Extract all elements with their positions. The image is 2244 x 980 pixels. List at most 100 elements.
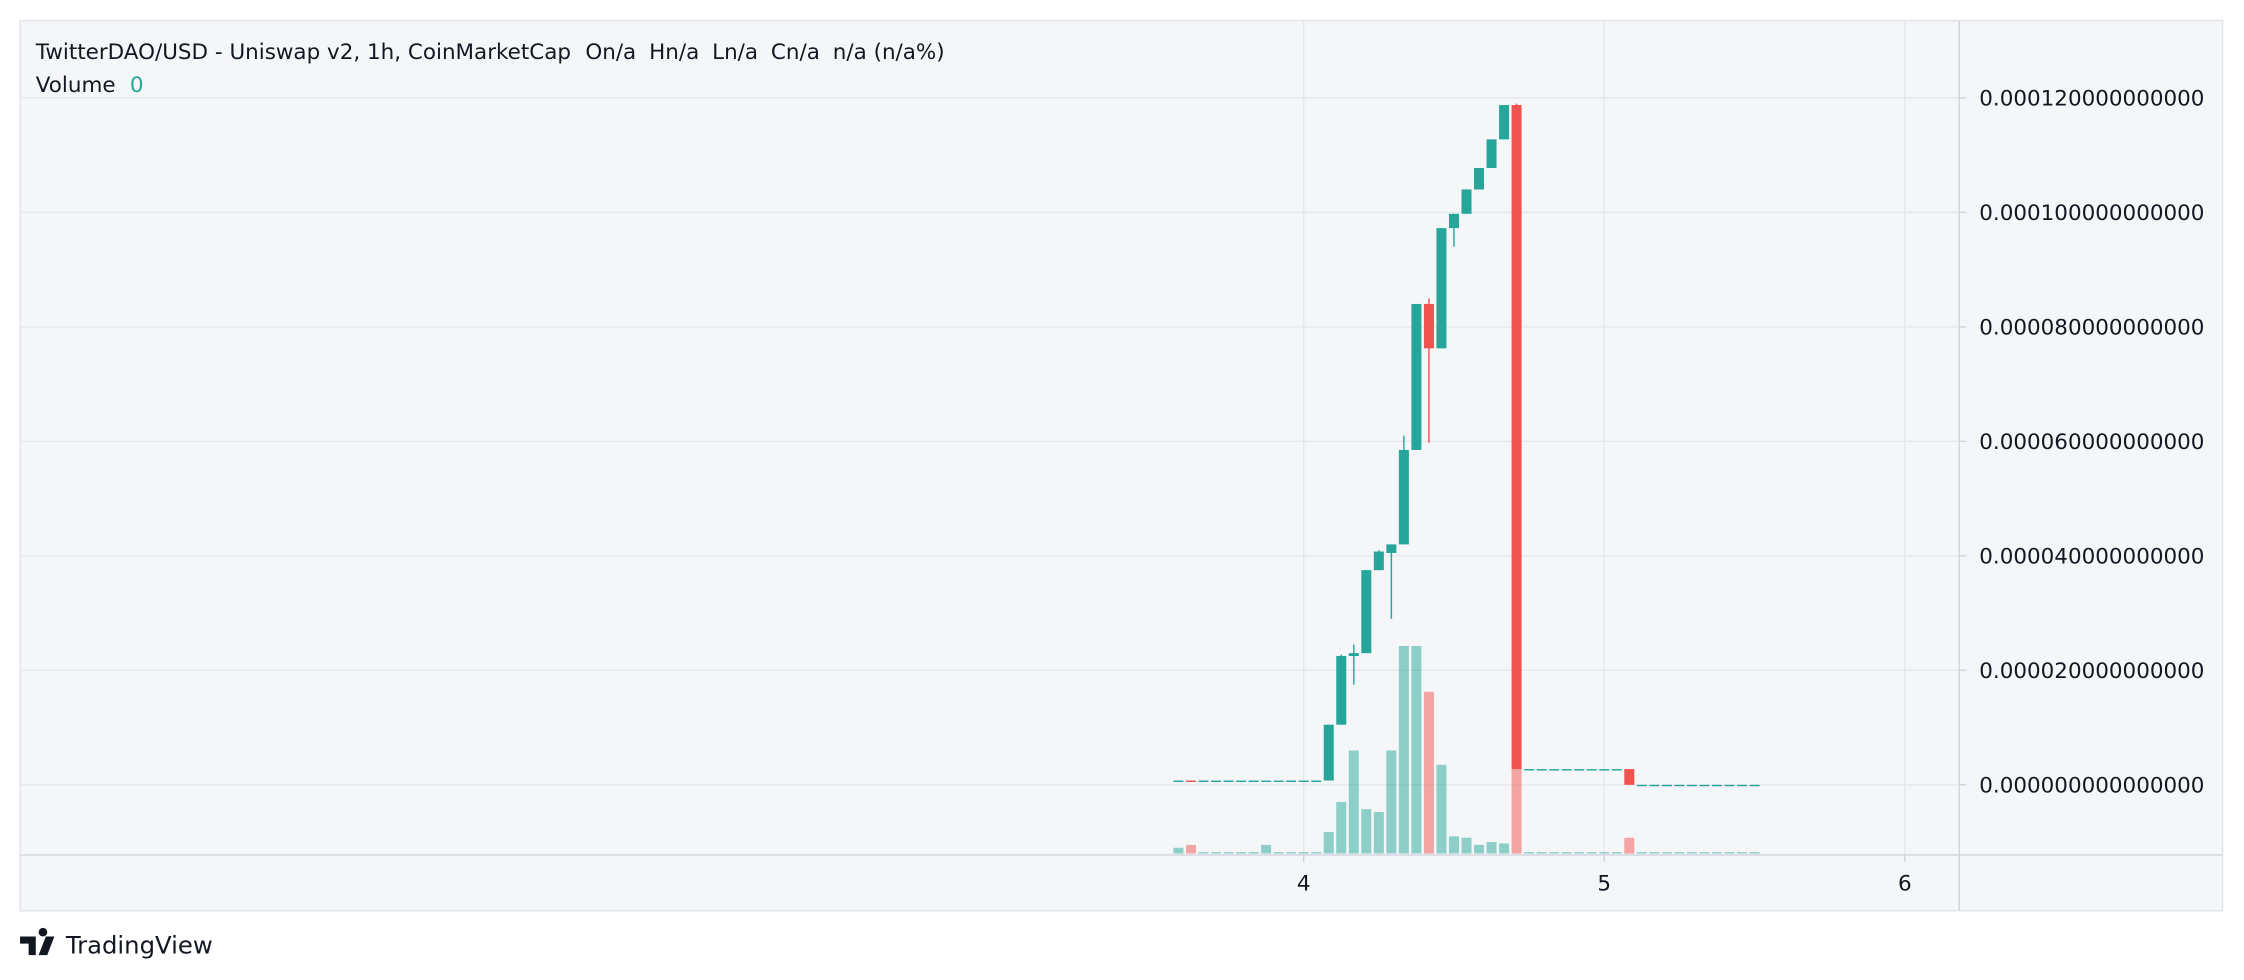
candle-body [1411, 303, 1422, 450]
ohlc-label: O [585, 40, 602, 65]
candle-body [1261, 780, 1272, 782]
volume-bar [1549, 852, 1560, 854]
candle-body [1198, 780, 1209, 782]
brand-logo[interactable]: TradingView [20, 927, 213, 960]
volume-bar [1736, 852, 1748, 854]
candle-body [1711, 784, 1722, 787]
volume-bar [1649, 852, 1660, 854]
volume-bar [1211, 852, 1222, 854]
volume-bar [1524, 852, 1535, 854]
volume-bar [1624, 837, 1635, 854]
volume-legend[interactable]: Volume 0 [36, 73, 144, 98]
candle-body [1173, 780, 1184, 782]
volume-bar [1273, 852, 1284, 854]
symbol-title: TwitterDAO/USD - Uniswap v2, 1h, CoinMar… [35, 40, 571, 65]
volume-value: 0 [130, 73, 144, 98]
volume-bar [1261, 844, 1272, 854]
ohlc-value: n/a [786, 40, 820, 65]
candle-body [1636, 784, 1647, 787]
x-tick-label: 4 [1297, 872, 1311, 897]
axes: 0.000000000000000 0.000020000000000 0.0000… [1297, 87, 2205, 897]
candle-body [1423, 303, 1434, 349]
candle-body [1524, 769, 1535, 771]
brand-name: TradingView [65, 931, 213, 960]
volume-bar [1536, 852, 1547, 854]
volume-bar [1423, 691, 1434, 854]
candle-body [1511, 105, 1522, 770]
volume-bar [1323, 832, 1334, 854]
x-tick-label: 5 [1597, 872, 1611, 897]
volume-bar [1699, 852, 1710, 854]
candle-body [1661, 784, 1672, 787]
legend-line[interactable]: TwitterDAO/USD - Uniswap v2, 1h, CoinMar… [35, 40, 945, 65]
candle-body [1586, 769, 1597, 771]
volume-bar [1749, 852, 1760, 854]
chart-background [19, 19, 2224, 912]
ohlc-value: n/a [724, 40, 758, 65]
ohlc-label: H [649, 40, 665, 65]
volume-bar [1724, 852, 1735, 854]
candle-body [1474, 167, 1485, 190]
candle-body [1611, 769, 1622, 771]
candle-body [1223, 780, 1234, 782]
volume-bar [1511, 769, 1522, 854]
volume-bar [1574, 852, 1585, 854]
volume-bar [1311, 852, 1322, 854]
volume-bar [1236, 852, 1247, 854]
y-tick-label: 0.000060000000000 [1979, 430, 2204, 455]
y-tick-label: 0.000020000000000 [1979, 659, 2204, 684]
ohlc-value: n/a [602, 40, 636, 65]
volume-bar [1599, 852, 1610, 854]
volume-label: Volume [36, 73, 116, 98]
volume-bar [1223, 852, 1234, 854]
volume-bar [1348, 750, 1359, 854]
volume-bar [1373, 812, 1384, 854]
candle-body [1486, 139, 1497, 168]
volume-bar [1474, 844, 1485, 854]
candle-body [1749, 784, 1760, 787]
candle-body [1298, 780, 1309, 782]
candle-body [1736, 784, 1748, 787]
volume-bar [1674, 852, 1685, 854]
y-tick-label: 0.000040000000000 [1979, 545, 2204, 570]
candle-body [1386, 544, 1397, 553]
ohlc-value: n/a [665, 40, 699, 65]
candle-body [1674, 784, 1685, 787]
volume-bar [1499, 843, 1510, 854]
logo-icon [20, 927, 55, 956]
plot [1173, 103, 1760, 854]
y-tick-label: 0.000080000000000 [1979, 316, 2204, 341]
volume-bar [1398, 645, 1409, 854]
y-tick-label: 0.000120000000000 [1979, 87, 2204, 112]
candle-body [1461, 189, 1472, 214]
candle-body [1624, 769, 1635, 785]
candle-body [1561, 769, 1572, 771]
volume-bar [1411, 645, 1422, 854]
candle-body [1549, 769, 1560, 771]
candle-body [1236, 780, 1247, 782]
candle-body [1361, 570, 1372, 654]
volume-bar [1461, 837, 1472, 854]
volume-bar [1686, 852, 1697, 854]
volume-bar [1636, 852, 1647, 854]
candle-body [1273, 780, 1284, 782]
candle-body [1599, 769, 1610, 771]
grid [20, 20, 1960, 855]
volume-bar [1661, 852, 1672, 854]
change-value: n/a (n/a%) [833, 40, 945, 65]
candle-body [1574, 769, 1585, 771]
volume-bar [1611, 852, 1622, 854]
volume-bar [1586, 852, 1597, 854]
candle-body [1311, 780, 1322, 782]
candle-body [1286, 780, 1297, 782]
candle-body [1185, 780, 1197, 782]
volume-bar [1361, 809, 1372, 854]
candle-body [1448, 213, 1459, 229]
candle-body [1686, 784, 1697, 787]
volume-bar [1248, 852, 1259, 854]
candle-body [1398, 449, 1409, 545]
volume-bar [1173, 847, 1184, 854]
candle-body [1724, 784, 1735, 787]
candle-body [1348, 653, 1359, 657]
